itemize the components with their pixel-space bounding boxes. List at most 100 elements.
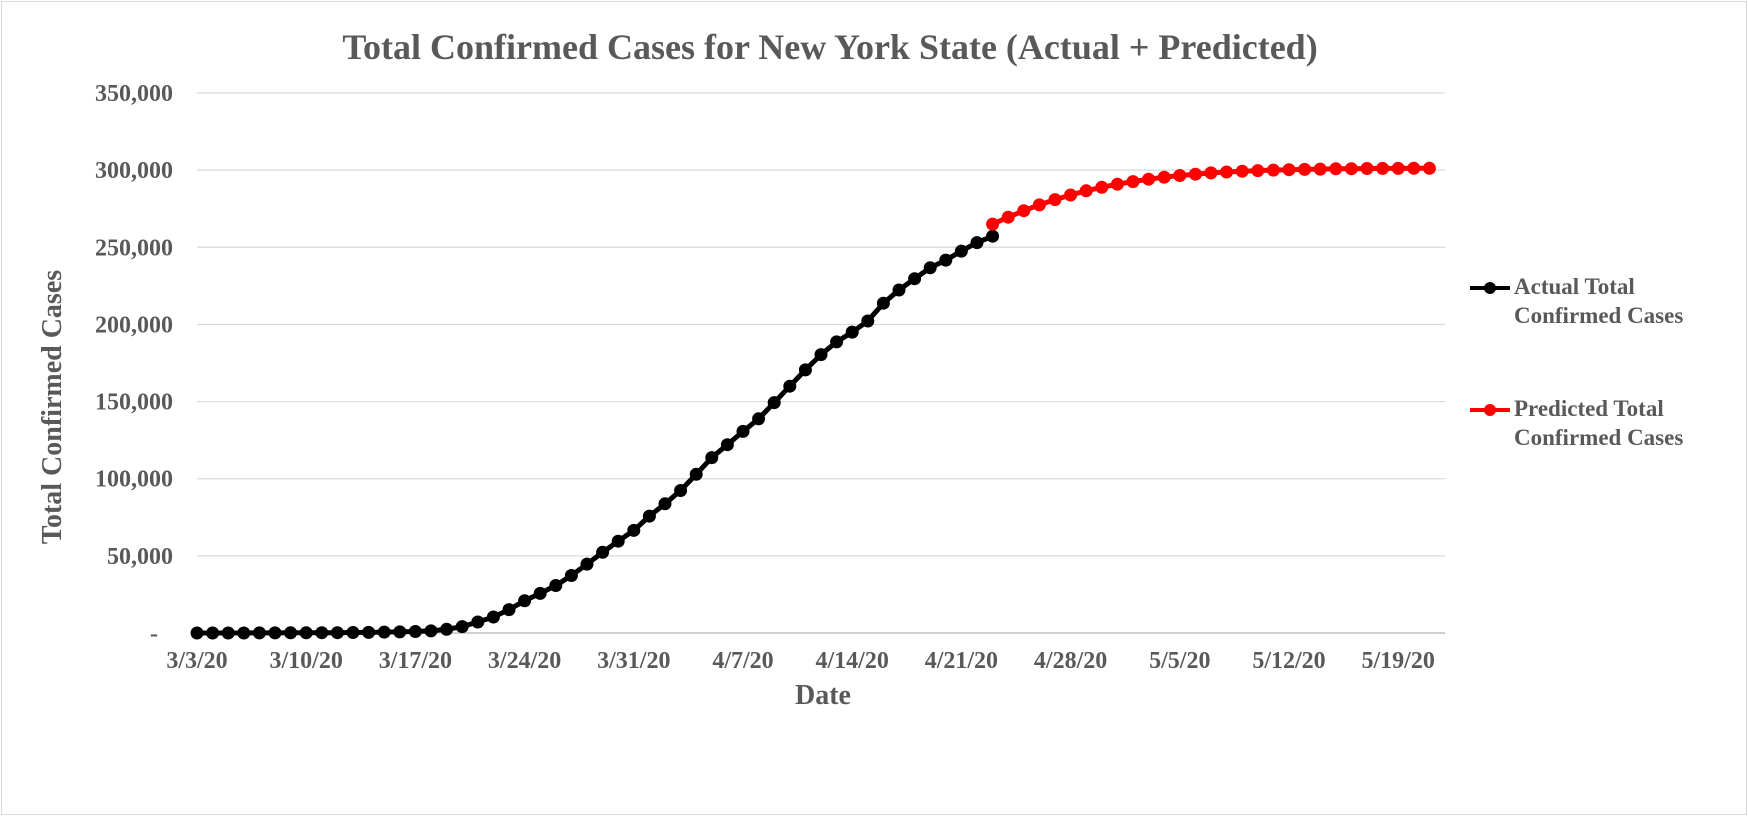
legend-marker-actual <box>1484 282 1496 294</box>
data-point-actual <box>658 497 672 511</box>
data-point-actual <box>689 467 703 481</box>
x-axis-label: Date <box>795 680 851 711</box>
data-point-actual <box>736 424 750 438</box>
data-point-predicted <box>1313 162 1327 176</box>
x-tick-label: 5/19/20 <box>1362 648 1435 674</box>
data-point-actual <box>861 314 875 328</box>
data-point-actual <box>471 615 485 629</box>
y-tick-label: 100,000 <box>95 467 173 493</box>
y-tick-label: 300,000 <box>95 158 173 184</box>
data-point-actual <box>330 626 344 640</box>
data-point-actual <box>455 620 469 634</box>
x-tick-label: 3/17/20 <box>379 648 452 674</box>
data-point-predicted <box>1095 180 1109 194</box>
y-tick-label: 250,000 <box>95 235 173 261</box>
data-point-actual <box>830 335 844 349</box>
data-point-actual <box>580 557 594 571</box>
data-point-predicted <box>1329 162 1343 176</box>
data-point-actual <box>377 625 391 639</box>
data-point-actual <box>908 272 922 286</box>
data-point-actual <box>970 236 984 250</box>
y-tick-label: 200,000 <box>95 312 173 338</box>
data-point-actual <box>845 325 859 339</box>
data-point-predicted <box>1126 175 1140 189</box>
x-tick-label: 3/3/20 <box>166 648 227 674</box>
data-point-actual <box>674 484 688 497</box>
data-point-actual <box>237 626 251 640</box>
data-point-predicted <box>1032 198 1046 212</box>
data-point-actual <box>767 396 781 410</box>
data-point-predicted <box>1001 210 1015 224</box>
chart-title: Total Confirmed Cases for New York State… <box>342 27 1318 67</box>
data-point-actual <box>315 626 329 640</box>
data-point-actual <box>986 229 1000 243</box>
x-tick-label: 4/7/20 <box>712 648 773 674</box>
y-tick-label: 350,000 <box>95 81 173 107</box>
data-point-predicted <box>1235 164 1249 178</box>
data-point-actual <box>642 509 656 523</box>
data-point-actual <box>752 412 766 426</box>
series-group <box>190 161 1436 640</box>
data-point-actual <box>284 626 298 640</box>
data-point-actual <box>533 586 547 600</box>
y-tick-label: 150,000 <box>95 390 173 416</box>
data-point-actual <box>299 626 313 640</box>
data-point-actual <box>783 379 797 393</box>
data-point-actual <box>424 624 438 638</box>
data-point-actual <box>518 594 532 608</box>
data-point-predicted <box>1220 165 1234 179</box>
data-point-predicted <box>1064 188 1078 202</box>
data-point-actual <box>954 244 968 258</box>
legend-label-actual: Actual Total Confirmed Cases <box>1514 274 1684 328</box>
data-point-actual <box>190 626 204 640</box>
data-point-predicted <box>1188 167 1202 181</box>
data-point-predicted <box>1376 161 1390 175</box>
data-point-predicted <box>1251 164 1265 178</box>
data-point-actual <box>627 523 641 537</box>
y-tick-labels: - 50,000 100,000 150,000 200,000 250,000 300,0… <box>95 81 173 647</box>
x-tick-label: 5/12/20 <box>1252 648 1325 674</box>
data-point-actual <box>346 626 360 639</box>
data-point-actual <box>892 283 906 297</box>
data-point-actual <box>221 626 235 640</box>
data-point-actual <box>549 579 563 592</box>
data-point-actual <box>206 626 220 640</box>
data-point-actual <box>502 603 516 617</box>
data-point-predicted <box>1157 170 1171 184</box>
data-point-actual <box>596 545 610 559</box>
data-point-predicted <box>1266 163 1280 177</box>
x-tick-label: 5/5/20 <box>1149 648 1210 674</box>
y-tick-label: 50,000 <box>107 544 173 570</box>
legend-label-predicted: Predicted Total Confirmed Cases <box>1514 396 1684 450</box>
data-point-actual <box>564 569 578 582</box>
legend-marker-predicted <box>1484 404 1496 416</box>
y-tick-label: - <box>150 621 158 647</box>
data-point-actual <box>798 363 812 377</box>
data-point-predicted <box>1282 163 1296 177</box>
data-point-predicted <box>1079 184 1093 198</box>
data-point-predicted <box>1048 193 1062 207</box>
data-point-predicted <box>1017 204 1031 218</box>
x-tick-label: 3/31/20 <box>597 648 670 674</box>
data-point-actual <box>611 534 625 548</box>
data-point-predicted <box>1298 162 1312 176</box>
data-point-actual <box>876 296 890 310</box>
x-tick-label: 4/28/20 <box>1034 648 1107 674</box>
data-point-actual <box>486 610 500 624</box>
data-point-actual <box>252 626 266 640</box>
data-point-predicted <box>1142 172 1156 186</box>
data-point-actual <box>939 253 953 267</box>
data-point-actual <box>923 261 937 275</box>
data-point-predicted <box>1391 161 1405 175</box>
x-tick-labels: 3/3/20 3/10/20 3/17/20 3/24/20 3/31/20 4/7/20… <box>166 648 1435 674</box>
data-point-actual <box>440 622 454 636</box>
data-point-predicted <box>1360 162 1374 175</box>
data-point-actual <box>814 348 828 362</box>
x-tick-label: 3/10/20 <box>270 648 343 674</box>
data-point-predicted <box>1422 161 1436 175</box>
data-point-predicted <box>1407 161 1421 175</box>
data-point-actual <box>268 626 282 640</box>
x-tick-label: 4/14/20 <box>816 648 889 674</box>
data-point-actual <box>720 438 734 452</box>
